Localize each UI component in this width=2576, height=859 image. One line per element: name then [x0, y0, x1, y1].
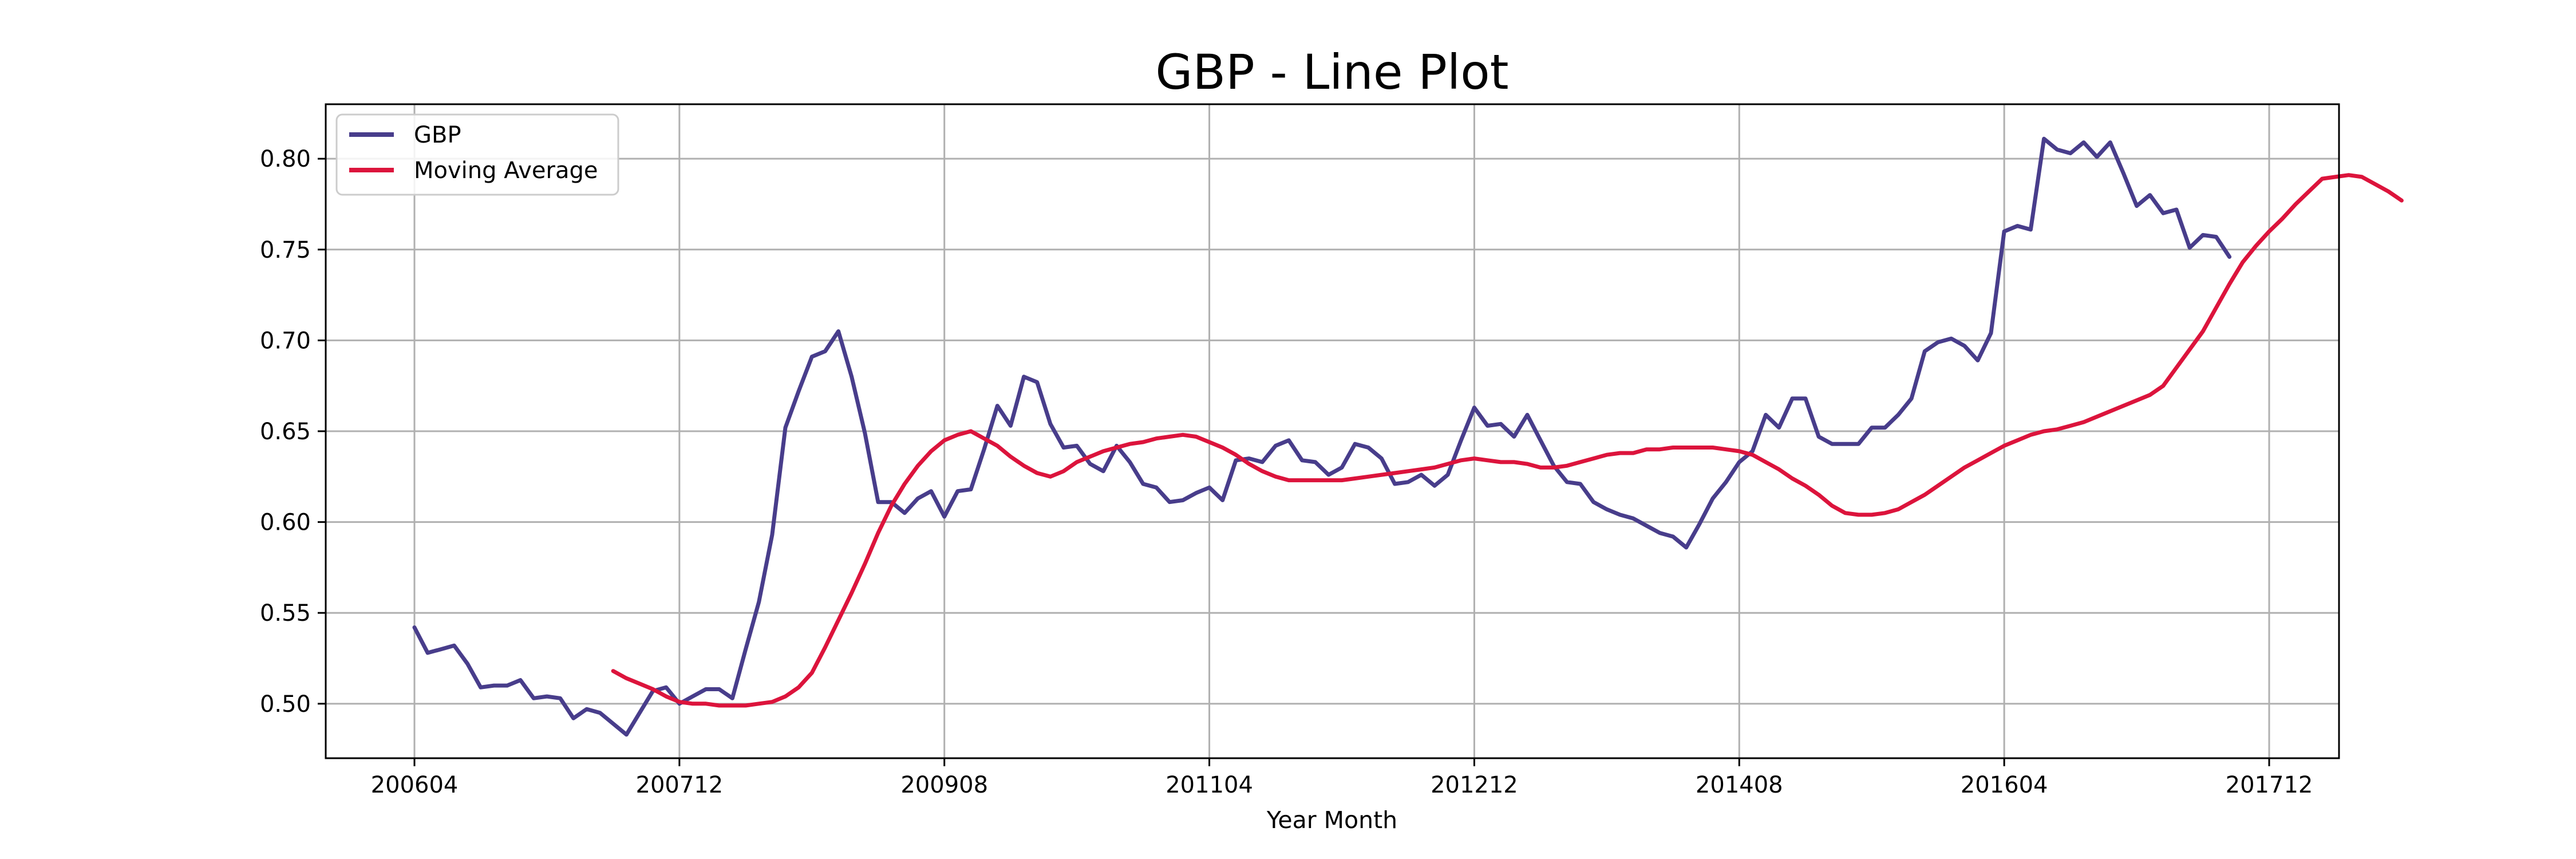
y-axis-ticks: 0.50 0.55 0.60 0.65 0.70 0.75 0.80 [260, 146, 326, 718]
x-tick-label: 200908 [900, 772, 988, 798]
y-tick-label: 0.50 [260, 691, 311, 718]
y-tick-label: 0.65 [260, 419, 311, 445]
chart-title: GBP - Line Plot [1155, 44, 1508, 100]
series-lines [412, 136, 2404, 737]
series-line-gbp [412, 136, 2232, 737]
legend-box [335, 113, 619, 196]
legend-label-moving-average: Moving Average [414, 157, 598, 184]
x-tick-label: 200712 [636, 772, 724, 798]
grid-lines [326, 104, 2339, 758]
x-axis-ticks: 200604 200712 200908 201104 201212 201408 2016… [371, 758, 2313, 798]
x-axis-label: Year Month [1266, 806, 1397, 834]
y-tick-label: 0.60 [260, 510, 311, 536]
legend: GBP Moving Average [335, 113, 619, 196]
x-tick-label: 201212 [1431, 772, 1518, 798]
series-line-moving-average [611, 173, 2404, 708]
legend-label-gbp: GBP [414, 122, 461, 148]
x-tick-label: 201408 [1696, 772, 1783, 798]
x-tick-label: 201104 [1165, 772, 1253, 798]
x-tick-label: 201604 [1961, 772, 2048, 798]
y-tick-label: 0.70 [260, 328, 311, 354]
x-tick-label: 201712 [2226, 772, 2313, 798]
y-tick-label: 0.75 [260, 237, 311, 263]
y-tick-label: 0.80 [260, 146, 311, 172]
y-tick-label: 0.55 [260, 600, 311, 626]
x-tick-label: 200604 [371, 772, 459, 798]
